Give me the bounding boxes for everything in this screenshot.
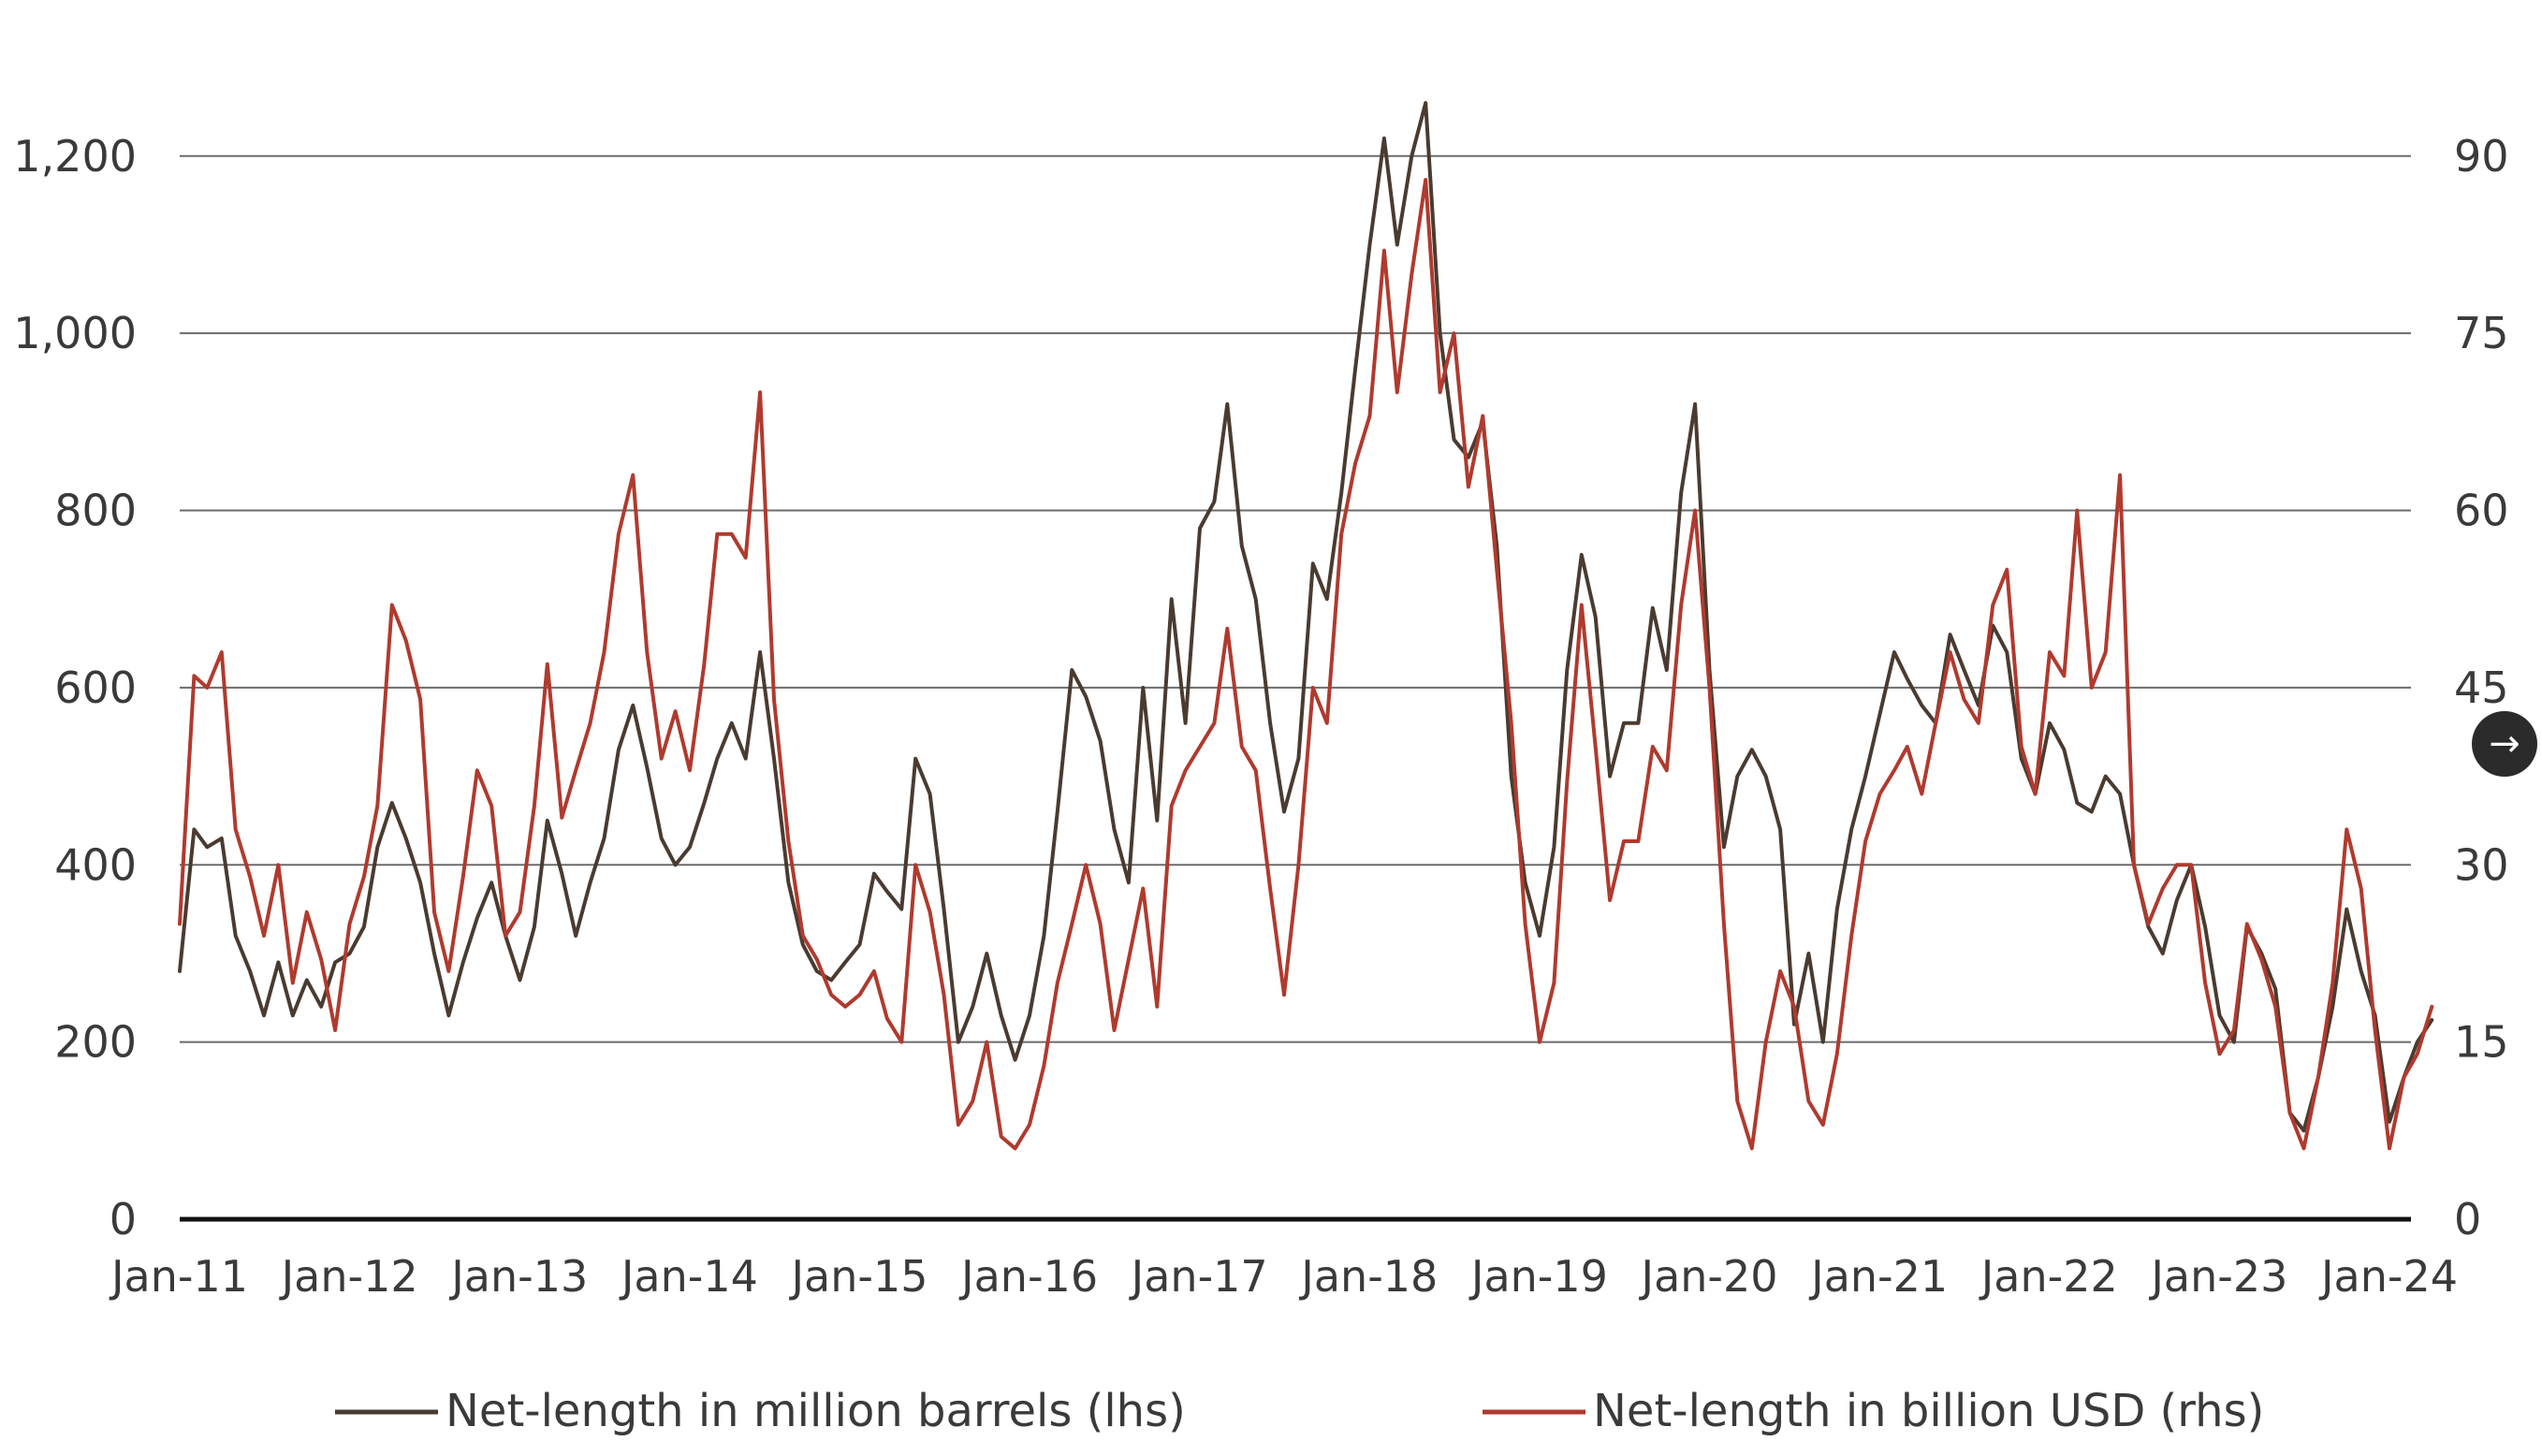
- y-right-tick-label: 75: [2454, 308, 2509, 358]
- y-right-tick-label: 45: [2454, 662, 2509, 713]
- x-tick-label: Jan-14: [619, 1251, 758, 1302]
- legend: Net-length in million barrels (lhs) Net-l…: [335, 1385, 2264, 1437]
- y-right-tick-label: 30: [2454, 839, 2509, 890]
- gridlines: [180, 154, 2411, 1043]
- x-tick-label: Jan-21: [1808, 1251, 1948, 1302]
- x-tick-label: Jan-18: [1298, 1251, 1438, 1302]
- x-tick-label: Jan-12: [279, 1251, 418, 1302]
- axes: 0 200 400 600 800 1,000 1,200 0 15 30 45 60 75 90 Jan-…: [13, 131, 2508, 1302]
- y-left-tick-label: 600: [54, 662, 137, 713]
- x-tick-label: Jan-20: [1639, 1251, 1778, 1302]
- x-tick-label: Jan-23: [2148, 1251, 2287, 1302]
- x-tick-label: Jan-17: [1129, 1251, 1268, 1302]
- x-tick-label: Jan-19: [1468, 1251, 1608, 1302]
- y-left-tick-label: 1,000: [13, 308, 137, 358]
- series-lines: [178, 101, 2434, 1151]
- y-left-tick-label: 1,200: [13, 131, 137, 182]
- y-right-tick-label: 90: [2454, 131, 2509, 182]
- next-arrow-button[interactable]: →: [2472, 711, 2537, 777]
- x-tick-label: Jan-16: [958, 1251, 1098, 1302]
- y-left-tick-label: 200: [54, 1017, 137, 1068]
- legend-label: Net-length in billion USD (rhs): [1593, 1385, 2264, 1437]
- y-right-tick-label: 15: [2454, 1017, 2509, 1068]
- x-tick-label: Jan-11: [109, 1251, 248, 1302]
- y-right-tick-label: 0: [2454, 1194, 2481, 1245]
- y-right-tick-label: 60: [2454, 486, 2509, 536]
- arrow-right-icon: →: [2489, 722, 2520, 765]
- legend-label: Net-length in million barrels (lhs): [446, 1385, 1186, 1437]
- x-tick-label: Jan-13: [448, 1251, 588, 1302]
- y-left-tick-label: 800: [54, 486, 137, 536]
- x-tick-label: Jan-24: [2318, 1251, 2458, 1302]
- series-line-1: [178, 101, 2434, 1133]
- y-left-tick-label: 400: [54, 839, 137, 890]
- x-tick-label: Jan-15: [788, 1251, 928, 1302]
- series-line-2: [178, 178, 2434, 1151]
- y-left-tick-label: 0: [110, 1194, 137, 1245]
- x-tick-label: Jan-22: [1979, 1251, 2118, 1302]
